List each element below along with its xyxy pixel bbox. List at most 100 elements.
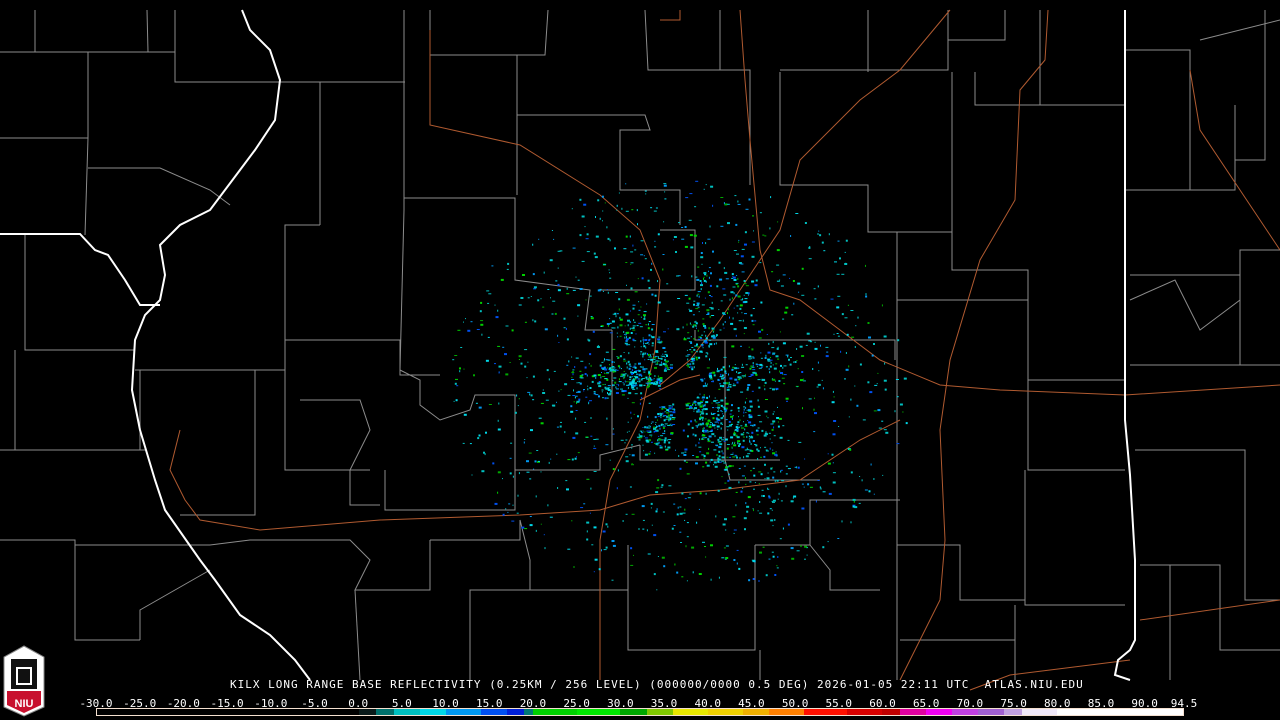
echo-pixel: [605, 444, 609, 446]
echo-pixel: [837, 295, 841, 297]
echo-pixel: [710, 296, 713, 298]
echo-pixel: [777, 498, 779, 500]
echo-pixel: [612, 327, 616, 329]
echo-pixel: [764, 388, 766, 391]
echo-pixel: [689, 366, 693, 368]
echo-pixel: [722, 323, 724, 326]
echo-pixel: [642, 519, 645, 521]
echo-pixel: [497, 471, 501, 474]
echo-pixel: [659, 406, 662, 408]
echo-pixel: [722, 452, 724, 455]
echo-pixel: [601, 195, 604, 198]
echo-pixel: [752, 364, 754, 367]
echo-pixel: [772, 476, 775, 479]
echo-pixel: [643, 369, 646, 371]
echo-pixel: [772, 420, 776, 423]
echo-pixel: [542, 392, 546, 394]
echo-pixel: [651, 379, 654, 381]
echo-pixel: [742, 487, 744, 489]
echo-pixel: [631, 454, 635, 457]
echo-pixel: [694, 355, 696, 357]
echo-pixel: [850, 521, 852, 524]
colorbar-tick-label: 20.0: [519, 697, 547, 710]
echo-pixel: [749, 416, 753, 419]
echo-pixel: [744, 401, 746, 404]
echo-pixel: [814, 341, 816, 343]
echo-pixel: [744, 449, 747, 451]
echo-pixel: [756, 365, 758, 367]
echo-pixel: [731, 447, 733, 449]
echo-pixel: [763, 385, 765, 387]
echo-pixel: [877, 372, 879, 374]
echo-pixel: [623, 331, 625, 333]
echo-pixel: [604, 368, 608, 371]
echo-pixel: [717, 460, 720, 463]
echo-pixel: [861, 479, 863, 482]
echo-pixel: [701, 263, 703, 265]
echo-pixel: [591, 380, 594, 383]
echo-pixel: [644, 426, 647, 429]
echo-pixel: [725, 382, 729, 385]
echo-pixel: [483, 451, 485, 454]
echo-pixel: [785, 397, 789, 400]
echo-pixel: [631, 369, 633, 372]
echo-pixel: [717, 458, 721, 461]
echo-pixel: [659, 377, 663, 379]
echo-pixel: [750, 314, 753, 317]
echo-pixel: [612, 384, 615, 386]
echo-pixel: [712, 330, 715, 332]
echo-pixel: [629, 327, 631, 330]
echo-pixel: [598, 395, 600, 398]
echo-pixel: [754, 482, 756, 484]
echo-pixel: [511, 520, 515, 522]
echo-pixel: [646, 430, 650, 432]
echo-pixel: [769, 357, 771, 358]
echo-pixel: [695, 276, 698, 278]
echo-pixel: [666, 366, 668, 369]
echo-pixel: [753, 230, 754, 232]
echo-pixel: [757, 405, 760, 408]
echo-pixel: [585, 299, 587, 301]
colorbar-segment: [882, 709, 900, 715]
echo-pixel: [841, 520, 843, 523]
echo-pixel: [733, 383, 735, 385]
echo-pixel: [558, 390, 560, 392]
echo-pixel: [719, 383, 722, 385]
echo-pixel: [710, 372, 712, 374]
echo-pixel: [784, 311, 788, 314]
echo-pixel: [637, 380, 639, 382]
echo-pixel: [702, 466, 705, 468]
echo-pixel: [647, 353, 648, 355]
echo-pixel: [752, 508, 754, 510]
echo-pixel: [718, 422, 719, 424]
echo-pixel: [595, 376, 597, 379]
echo-pixel: [772, 352, 776, 354]
echo-pixel: [660, 435, 664, 437]
echo-pixel: [606, 372, 610, 374]
echo-pixel: [584, 421, 587, 423]
echo-pixel: [638, 369, 640, 372]
echo-pixel: [738, 379, 741, 381]
echo-pixel: [780, 500, 783, 502]
echo-pixel: [661, 341, 663, 343]
echo-pixel: [625, 262, 628, 263]
echo-pixel: [644, 258, 647, 260]
echo-pixel: [498, 371, 500, 374]
echo-pixel: [604, 372, 605, 374]
echo-pixel: [718, 388, 721, 390]
echo-pixel: [672, 239, 674, 241]
echo-pixel: [564, 383, 568, 386]
colorbar-segment: [951, 709, 979, 715]
echo-pixel: [903, 377, 907, 380]
echo-pixel: [738, 262, 742, 264]
echo-pixel: [631, 372, 634, 375]
echo-pixel: [518, 304, 522, 306]
echo-pixel: [802, 407, 803, 410]
echo-pixel: [724, 558, 727, 560]
echo-pixel: [551, 230, 553, 231]
echo-pixel: [567, 548, 571, 550]
echo-pixel: [648, 343, 650, 345]
echo-pixel: [610, 368, 613, 371]
echo-pixel: [629, 365, 632, 367]
echo-pixel: [765, 354, 767, 357]
